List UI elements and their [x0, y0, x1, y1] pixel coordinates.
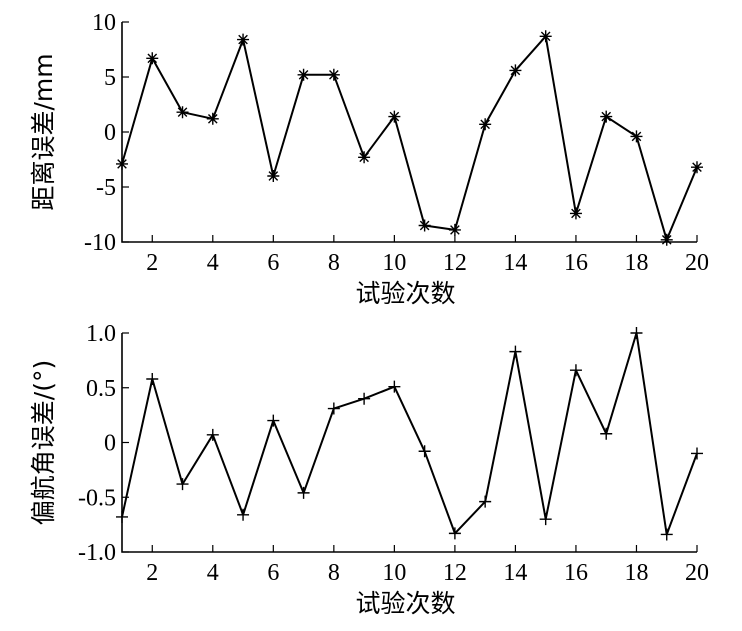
y-tick-label: -0.5 [78, 485, 116, 511]
data-point [630, 327, 643, 339]
data-point [691, 161, 703, 174]
y-tick-label: 5 [104, 65, 116, 91]
data-point [479, 495, 492, 508]
yaw-error-chart: -1.0 -0.5 0 0.5 1.0 2 4 6 8 10 12 14 16 18 20 试验次数 偏航角误差… [29, 321, 709, 618]
x-tick-label: 14 [503, 560, 527, 586]
data-point [116, 157, 128, 170]
data-point [146, 372, 159, 385]
data-point [539, 513, 552, 526]
y-tick-label: -5 [96, 175, 116, 201]
series-line [121, 35, 698, 241]
x-axis-label: 试验次数 [355, 589, 455, 618]
data-point [267, 414, 280, 427]
x-tick-label: 2 [146, 560, 158, 586]
x-tick-label: 8 [328, 250, 340, 276]
data-point [600, 110, 613, 123]
data-point [297, 68, 310, 81]
y-tick-label: -10 [84, 230, 116, 256]
x-tick-label: 10 [382, 560, 406, 586]
y-tick-label: 0 [104, 431, 116, 457]
data-point [176, 478, 189, 491]
data-point [237, 508, 250, 521]
data-point [448, 527, 461, 540]
data-point [509, 345, 522, 358]
distance-error-chart: -10 -5 0 5 10 2 4 6 8 10 12 14 16 18 20 试验次数 距离误差/mm [29, 10, 709, 308]
data-point [176, 106, 189, 119]
x-tick-label: 12 [443, 560, 467, 586]
x-axis-label: 试验次数 [355, 279, 455, 308]
x-tick-label: 18 [624, 560, 648, 586]
x-tick-label: 2 [146, 250, 158, 276]
data-point [388, 110, 401, 123]
x-tick-label: 4 [207, 250, 219, 276]
x-tick-label: 20 [685, 250, 709, 276]
data-point [691, 447, 703, 460]
y-tick-label: 0 [104, 120, 116, 146]
x-tick-label: 14 [503, 250, 527, 276]
data-point [297, 486, 310, 499]
y-tick-label: -1.0 [78, 540, 116, 566]
data-point [358, 151, 371, 164]
data-point [600, 427, 613, 440]
y-tick-label: 1.0 [86, 321, 116, 347]
data-point [569, 207, 582, 220]
x-tick-label: 20 [685, 560, 709, 586]
data-point [539, 30, 552, 43]
data-point [630, 130, 643, 143]
data-point [479, 118, 492, 131]
data-point [206, 428, 219, 441]
data-point [327, 68, 340, 81]
y-axis-label: 距离误差/mm [29, 53, 58, 210]
data-point [418, 219, 431, 232]
data-point [448, 223, 461, 236]
data-point [388, 380, 401, 393]
y-tick-label: 10 [92, 10, 116, 36]
x-tick-label: 16 [564, 560, 588, 586]
y-tick-label: 0.5 [86, 376, 116, 402]
x-tick-label: 4 [207, 560, 219, 586]
data-point [267, 170, 280, 182]
x-tick-label: 18 [624, 250, 648, 276]
data-point [237, 33, 250, 46]
data-point [146, 52, 159, 65]
y-axis-label: 偏航角误差/(°) [29, 360, 58, 525]
axes-frame [121, 22, 697, 243]
data-point [569, 364, 582, 377]
data-point [509, 64, 522, 77]
x-tick-label: 6 [267, 250, 279, 276]
data-point [660, 233, 673, 246]
series-line [121, 332, 698, 536]
x-tick-label: 8 [328, 560, 340, 586]
data-point [660, 528, 673, 541]
data-point [206, 112, 219, 125]
x-tick-label: 16 [564, 250, 588, 276]
x-tick-label: 10 [382, 250, 406, 276]
data-point [116, 510, 128, 523]
x-tick-label: 6 [267, 560, 279, 586]
data-point [418, 445, 431, 458]
data-point [327, 402, 340, 415]
x-tick-label: 12 [443, 250, 467, 276]
data-point [358, 392, 371, 405]
